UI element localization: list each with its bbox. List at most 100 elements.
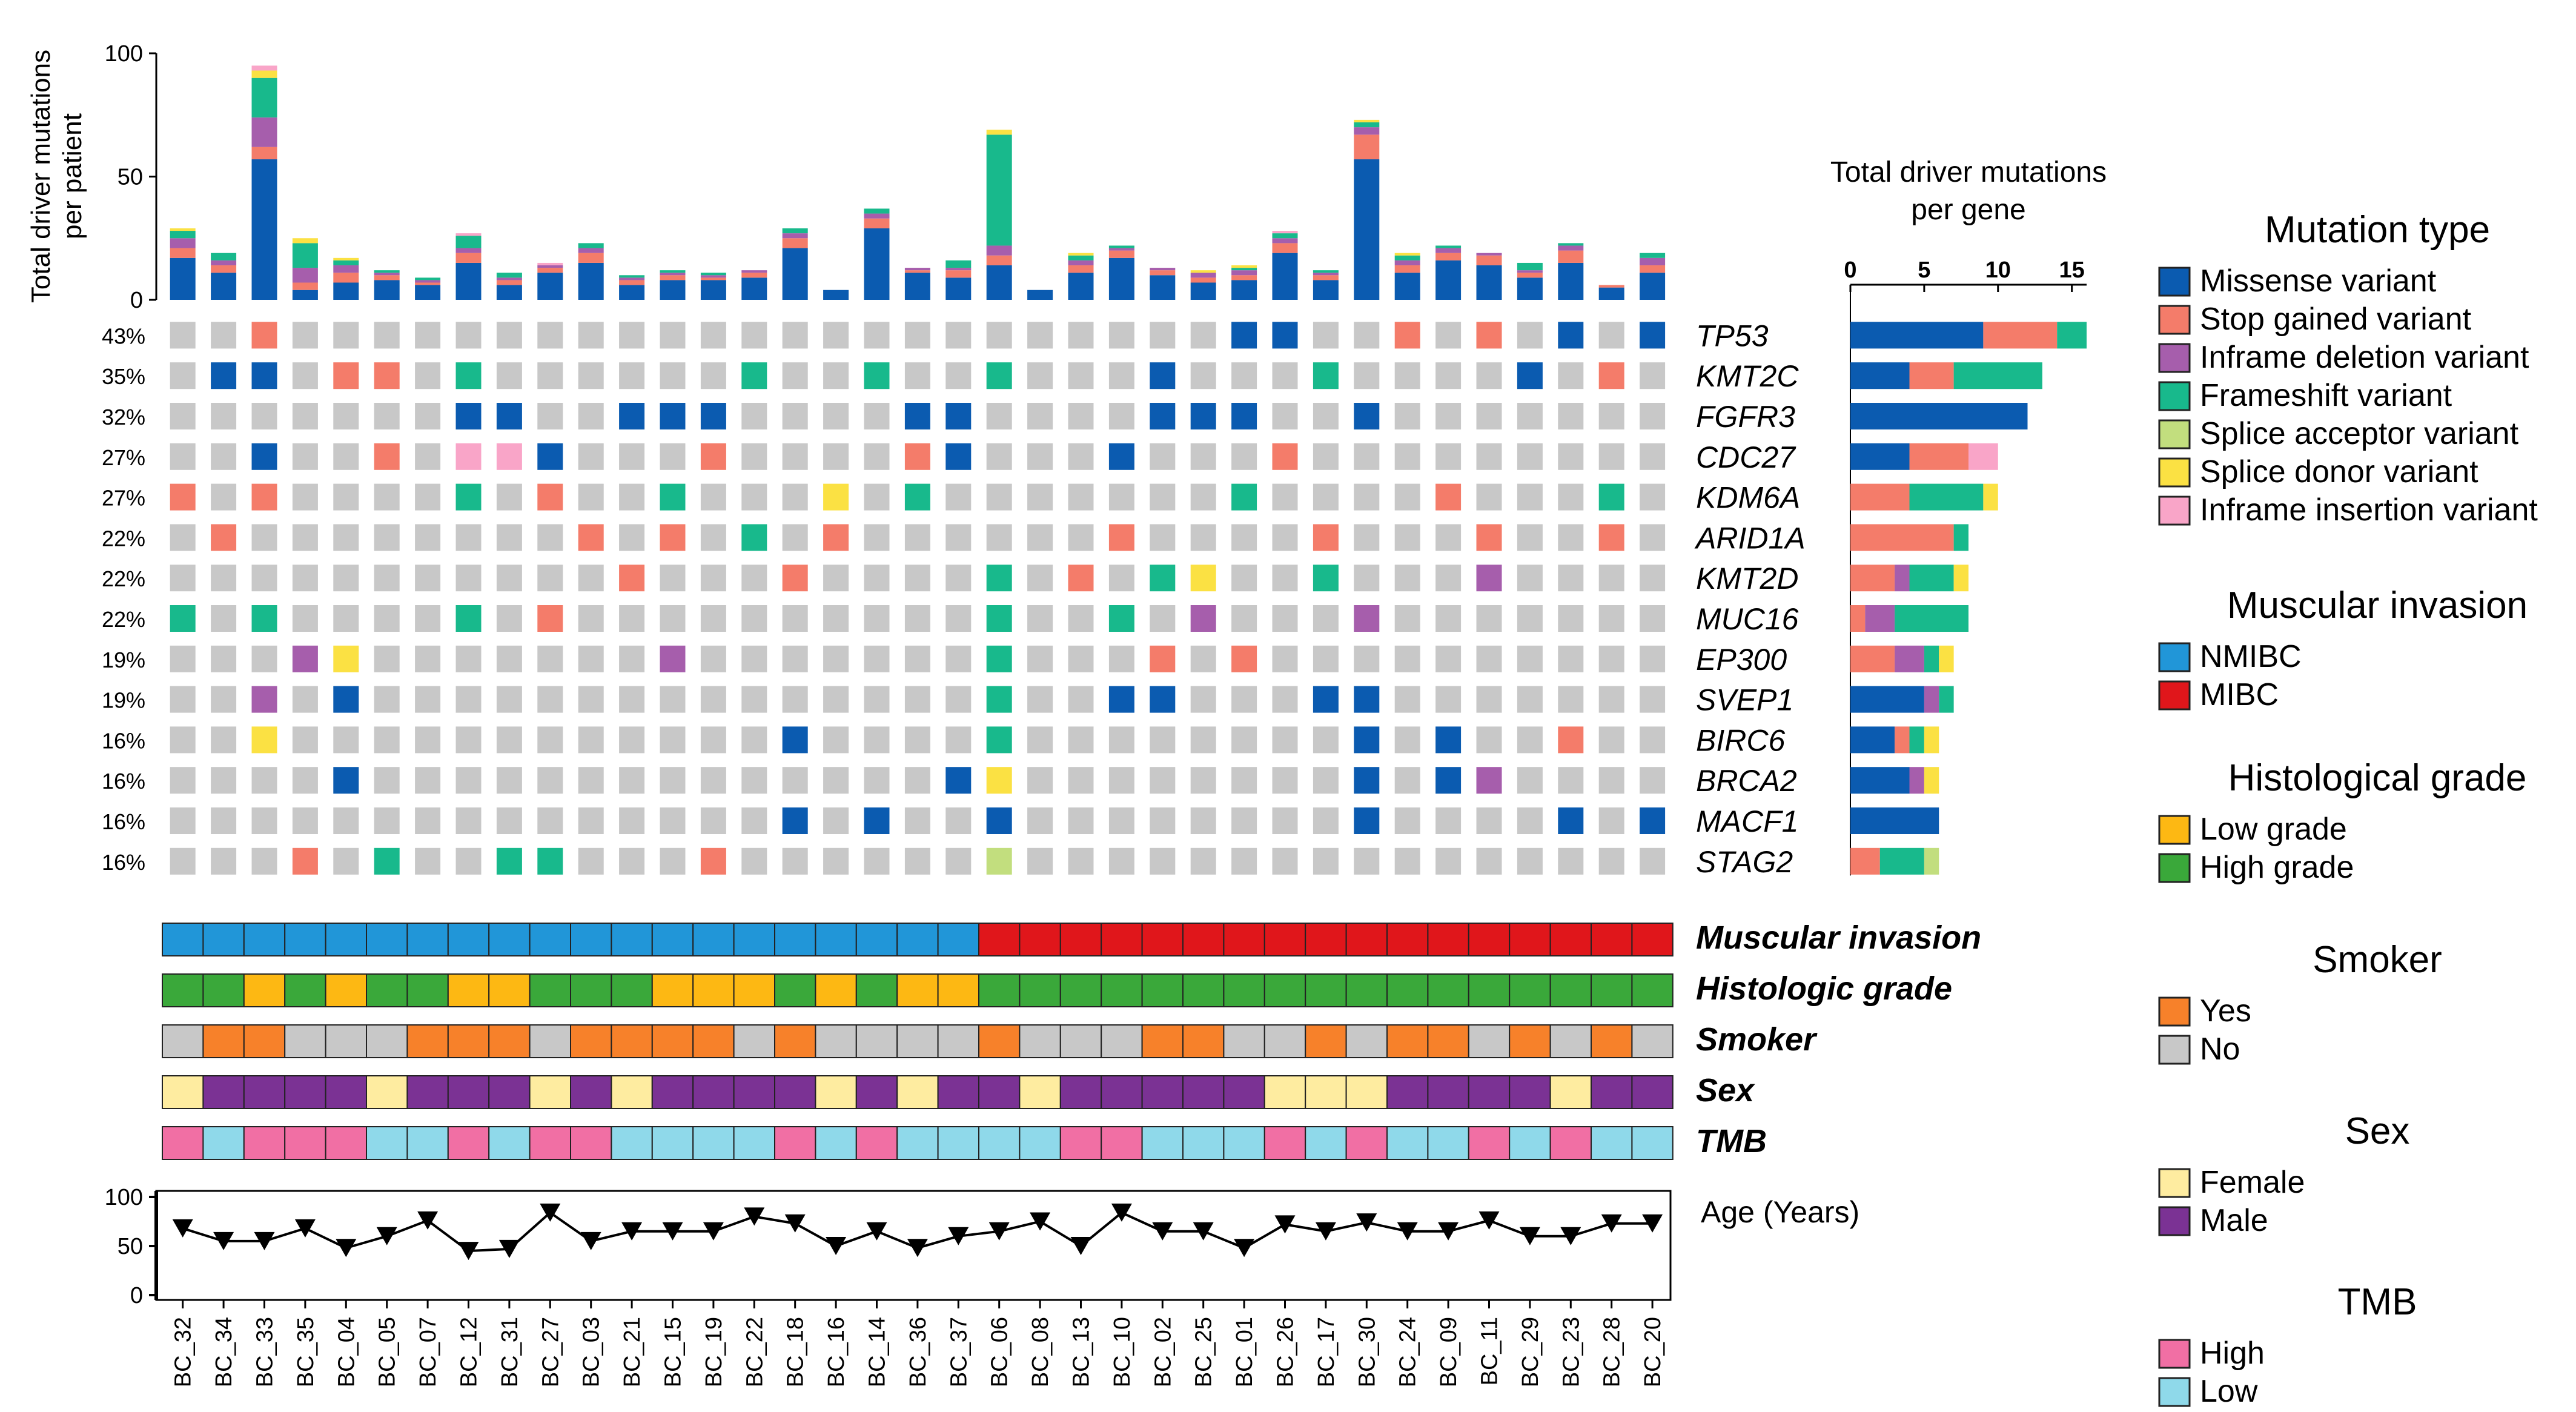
mutation-cell — [1476, 403, 1502, 429]
mutation-cell — [537, 807, 563, 834]
mutation-cell — [211, 605, 237, 632]
mutation-cell — [904, 565, 930, 592]
mutation-cell — [333, 686, 359, 713]
mutation-cell — [537, 443, 563, 470]
patient-bar-segment — [333, 273, 359, 283]
patient-bar-segment — [700, 280, 726, 300]
per-gene-tick-label: 10 — [1985, 257, 2011, 283]
mutation-cell — [537, 645, 563, 672]
patient-bar-segment — [782, 233, 808, 239]
patient-bar-segment — [945, 268, 972, 271]
mutation-cell — [211, 483, 237, 511]
gene-bar-segment — [1909, 565, 1954, 592]
mutation-cell — [1068, 767, 1094, 794]
mutation-cell — [1435, 605, 1462, 632]
age-label: Age (Years) — [1701, 1195, 1859, 1229]
patient-label: BC_16 — [824, 1317, 849, 1387]
mutation-cell — [945, 767, 972, 794]
mutation-cell — [1108, 726, 1134, 754]
mutation-cell — [537, 524, 563, 551]
gene-bar-segment — [1909, 767, 1924, 794]
mutation-cell — [578, 565, 604, 592]
legend-swatch — [2158, 642, 2191, 672]
mutation-cell — [1354, 524, 1380, 551]
mutation-cell — [1640, 686, 1666, 713]
patient-bar-segment — [1640, 273, 1666, 300]
mutation-cell — [1558, 322, 1584, 349]
mutation-cell — [1640, 767, 1666, 794]
patient-label: BC_21 — [620, 1317, 645, 1387]
mutation-cell — [1640, 645, 1666, 672]
gene-percent: 22% — [102, 607, 145, 632]
mutation-cell — [170, 524, 196, 551]
mutation-cell — [1272, 726, 1298, 754]
mutation-cell — [1068, 322, 1094, 349]
legend-title: TMB — [2338, 1281, 2417, 1323]
patient-bar-segment — [415, 285, 441, 300]
mutation-cell — [333, 645, 359, 672]
annotation-cell — [1182, 973, 1225, 1007]
mutation-cell — [619, 767, 645, 794]
mutation-cell — [1150, 807, 1176, 834]
mutation-cell — [211, 767, 237, 794]
mutation-cell — [986, 807, 1012, 834]
patient-bar-segment — [986, 255, 1012, 266]
annotation-cell — [896, 1024, 939, 1058]
patient-bar-segment — [741, 273, 767, 278]
annotation-cell — [1468, 973, 1511, 1007]
patient-bar-segment — [782, 238, 808, 248]
mutation-cell — [1394, 605, 1420, 632]
patient-bar-segment — [1150, 275, 1176, 300]
mutation-cell — [660, 443, 686, 470]
mutation-cell — [1027, 322, 1053, 349]
legend-item-label: Low grade — [2200, 812, 2347, 847]
annotation-cell — [774, 923, 816, 956]
mutation-cell — [1354, 483, 1380, 511]
mutation-cell — [415, 807, 441, 834]
mutation-cell — [1272, 686, 1298, 713]
mutation-cell — [945, 645, 972, 672]
gene-bar-segment — [1850, 645, 1895, 672]
patient-label: BC_04 — [334, 1317, 359, 1387]
annotation-cell — [1345, 973, 1388, 1007]
annotation-cell — [692, 1024, 735, 1058]
mutation-cell — [986, 322, 1012, 349]
mutation-cell — [986, 443, 1012, 470]
mutation-cell — [864, 443, 890, 470]
mutation-cell — [415, 362, 441, 389]
mutation-cell — [945, 524, 972, 551]
gene-bar-segment — [1850, 847, 1880, 875]
mutation-cell — [496, 483, 522, 511]
mutation-cell — [1068, 726, 1094, 754]
age-marker — [580, 1231, 601, 1250]
gene-bar-segment — [1895, 565, 1910, 592]
annotation-cell — [284, 1024, 326, 1058]
annotation-cell — [1263, 1126, 1306, 1160]
annotation-cell — [1549, 973, 1592, 1007]
mutation-cell — [1640, 322, 1666, 349]
mutation-cell — [700, 443, 726, 470]
mutation-cell — [1027, 807, 1053, 834]
age-marker — [1070, 1237, 1091, 1255]
mutation-cell — [374, 322, 400, 349]
mutation-cell — [1394, 483, 1420, 511]
mutation-cell — [1272, 645, 1298, 672]
mutation-cell — [823, 807, 849, 834]
patient-bar-segment — [1598, 287, 1624, 300]
annotation-cell — [1223, 973, 1265, 1007]
annotation-cell — [1549, 923, 1592, 956]
mutation-cell — [782, 847, 808, 875]
mutation-cell — [292, 645, 318, 672]
mutation-cell — [619, 362, 645, 389]
mutation-cell — [741, 807, 767, 834]
annotation-cell — [488, 1024, 531, 1058]
mutation-cell — [782, 767, 808, 794]
patient-bar-segment — [496, 273, 522, 278]
legend-swatch — [2158, 1168, 2191, 1198]
age-marker — [1030, 1212, 1051, 1231]
mutation-cell — [251, 524, 277, 551]
gene-percent: 32% — [102, 405, 145, 429]
legend-swatch — [2158, 680, 2191, 711]
mutation-cell — [1027, 524, 1053, 551]
patient-bar-segment — [1354, 134, 1380, 160]
